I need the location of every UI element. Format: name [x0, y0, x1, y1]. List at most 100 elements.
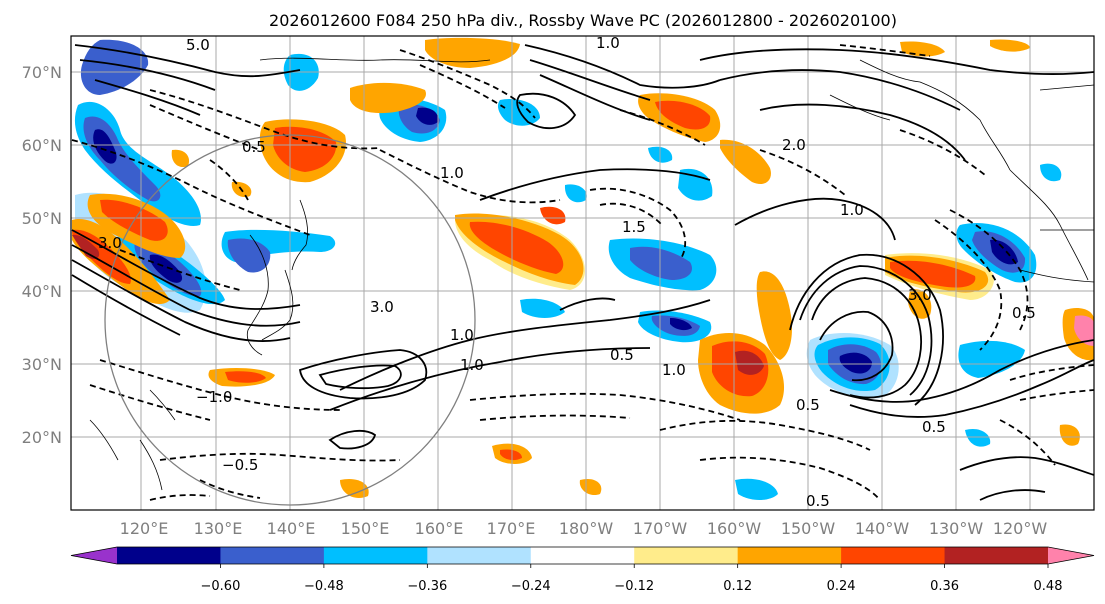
lon-label: 170°W [633, 519, 688, 538]
negative-contours [71, 44, 1094, 501]
lon-label: 140°E [267, 519, 316, 538]
colorbar-segment [944, 547, 1049, 564]
colorbar-tick-label: −0.12 [614, 579, 654, 594]
latitude-labels: 70°N 60°N 50°N 40°N 30°N 20°N [22, 63, 62, 447]
neg-anomaly [630, 246, 692, 280]
contour-label: 1.0 [596, 34, 620, 52]
figure-title: 2026012600 F084 250 hPa div., Rossby Wav… [269, 11, 897, 30]
lat-label: 30°N [22, 355, 62, 374]
neg-anomaly [149, 254, 183, 283]
contour-label: 3.0 [98, 234, 122, 252]
colorbar-outline [70, 546, 1095, 565]
colorbar-tick-label: 0.12 [723, 579, 752, 594]
contour-label: 0.5 [242, 138, 266, 156]
pos-anomaly [225, 371, 266, 383]
colorbar: −0.60 −0.48 −0.36 −0.24 −0.12 0.12 0.24 0.36 0.4… [70, 546, 1095, 594]
contour-label: 5.0 [186, 36, 210, 54]
pos-anomaly [171, 149, 190, 168]
contour-label: 0.5 [1012, 304, 1036, 322]
lat-label: 20°N [22, 428, 62, 447]
neg-anomaly [93, 129, 117, 164]
rossby-wave-contours [71, 44, 1094, 501]
neg-anomaly [839, 352, 872, 374]
colorbar-segment [841, 547, 946, 564]
pos-anomaly [540, 206, 566, 225]
contour-labels: 5.0 1.0 0.5 3.0 1.5 2.0 0.5 1.0 1.0 1.0 … [98, 34, 1036, 510]
neg-anomaly [678, 168, 713, 201]
contour-label: 2.0 [782, 136, 806, 154]
lat-label: 60°N [22, 136, 62, 155]
pos-anomaly [735, 350, 764, 375]
colorbar-segment [427, 547, 532, 564]
lat-label: 50°N [22, 209, 62, 228]
contour-label: 0.5 [922, 418, 946, 436]
colorbar-segment [220, 547, 325, 564]
lon-label: 120°W [993, 519, 1048, 538]
contour-label: 0.5 [806, 492, 830, 510]
colorbar-segment [737, 547, 842, 564]
lon-label: 150°W [781, 519, 836, 538]
coastlines [89, 57, 1094, 491]
colorbar-tick-label: −0.60 [201, 579, 241, 594]
contour-label: −0.5 [222, 456, 258, 474]
colorbar-tick-label: −0.36 [407, 579, 447, 594]
pos-anomaly [990, 39, 1030, 52]
contour-label: −1.0 [196, 388, 232, 406]
colorbar-tick-label: −0.48 [304, 579, 344, 594]
pos-anomaly [1074, 315, 1094, 346]
neg-anomaly [735, 478, 778, 500]
pos-anomaly [720, 139, 771, 185]
lon-label: 160°E [415, 519, 464, 538]
pos-anomaly [579, 478, 602, 496]
lat-label: 40°N [22, 282, 62, 301]
neg-anomaly [990, 239, 1018, 265]
neg-anomaly [1040, 163, 1062, 182]
pos-anomaly [756, 271, 792, 360]
reference-circle [104, 134, 476, 506]
map-frame [70, 35, 1095, 511]
contour-label: 1.0 [440, 164, 464, 182]
neg-anomaly [958, 340, 1025, 378]
colorbar-tick-label: 0.36 [930, 579, 959, 594]
contour-label: 1.0 [840, 201, 864, 219]
lon-label: 140°W [855, 519, 910, 538]
lon-label: 120°E [120, 519, 169, 538]
lon-label: 160°W [707, 519, 762, 538]
neg-anomaly [416, 107, 439, 125]
lon-label: 130°E [194, 519, 243, 538]
pos-anomaly [500, 449, 522, 461]
neg-anomaly [520, 298, 565, 318]
contour-label: 0.5 [610, 346, 634, 364]
lon-label: 170°E [487, 519, 536, 538]
pos-anomaly [469, 221, 564, 274]
pos-anomaly [350, 82, 426, 114]
contour-label: 3.0 [908, 286, 932, 304]
pos-anomaly [1059, 424, 1080, 446]
longitude-labels: 120°E 130°E 140°E 150°E 160°E 170°E 180°… [120, 519, 1048, 538]
lat-label: 70°N [22, 63, 62, 82]
colorbar-segment [634, 547, 739, 564]
colorbar-tick-label: 0.48 [1034, 579, 1063, 594]
pos-anomaly [72, 234, 100, 259]
lon-label: 130°W [929, 519, 984, 538]
colorbar-segment [323, 547, 428, 564]
neg-anomaly [497, 98, 540, 126]
colorbar-tick-label: 0.24 [827, 579, 856, 594]
contour-label: 0.5 [796, 396, 820, 414]
neg-anomaly [965, 428, 991, 447]
contour-label: 1.0 [460, 356, 484, 374]
contour-label: 3.0 [370, 298, 394, 316]
colorbar-extend-max [1048, 547, 1094, 564]
pos-anomaly [425, 37, 520, 68]
lon-label: 180°W [559, 519, 614, 538]
pos-anomaly [890, 260, 976, 288]
colorbar-tick-label: −0.24 [511, 579, 551, 594]
neg-anomaly [564, 184, 587, 203]
colorbar-segment [530, 547, 635, 564]
colorbar-segment [117, 547, 221, 564]
neg-anomaly [227, 238, 271, 273]
contour-label: 1.5 [622, 218, 646, 236]
contour-label: 1.0 [450, 326, 474, 344]
pos-anomaly [655, 100, 711, 130]
